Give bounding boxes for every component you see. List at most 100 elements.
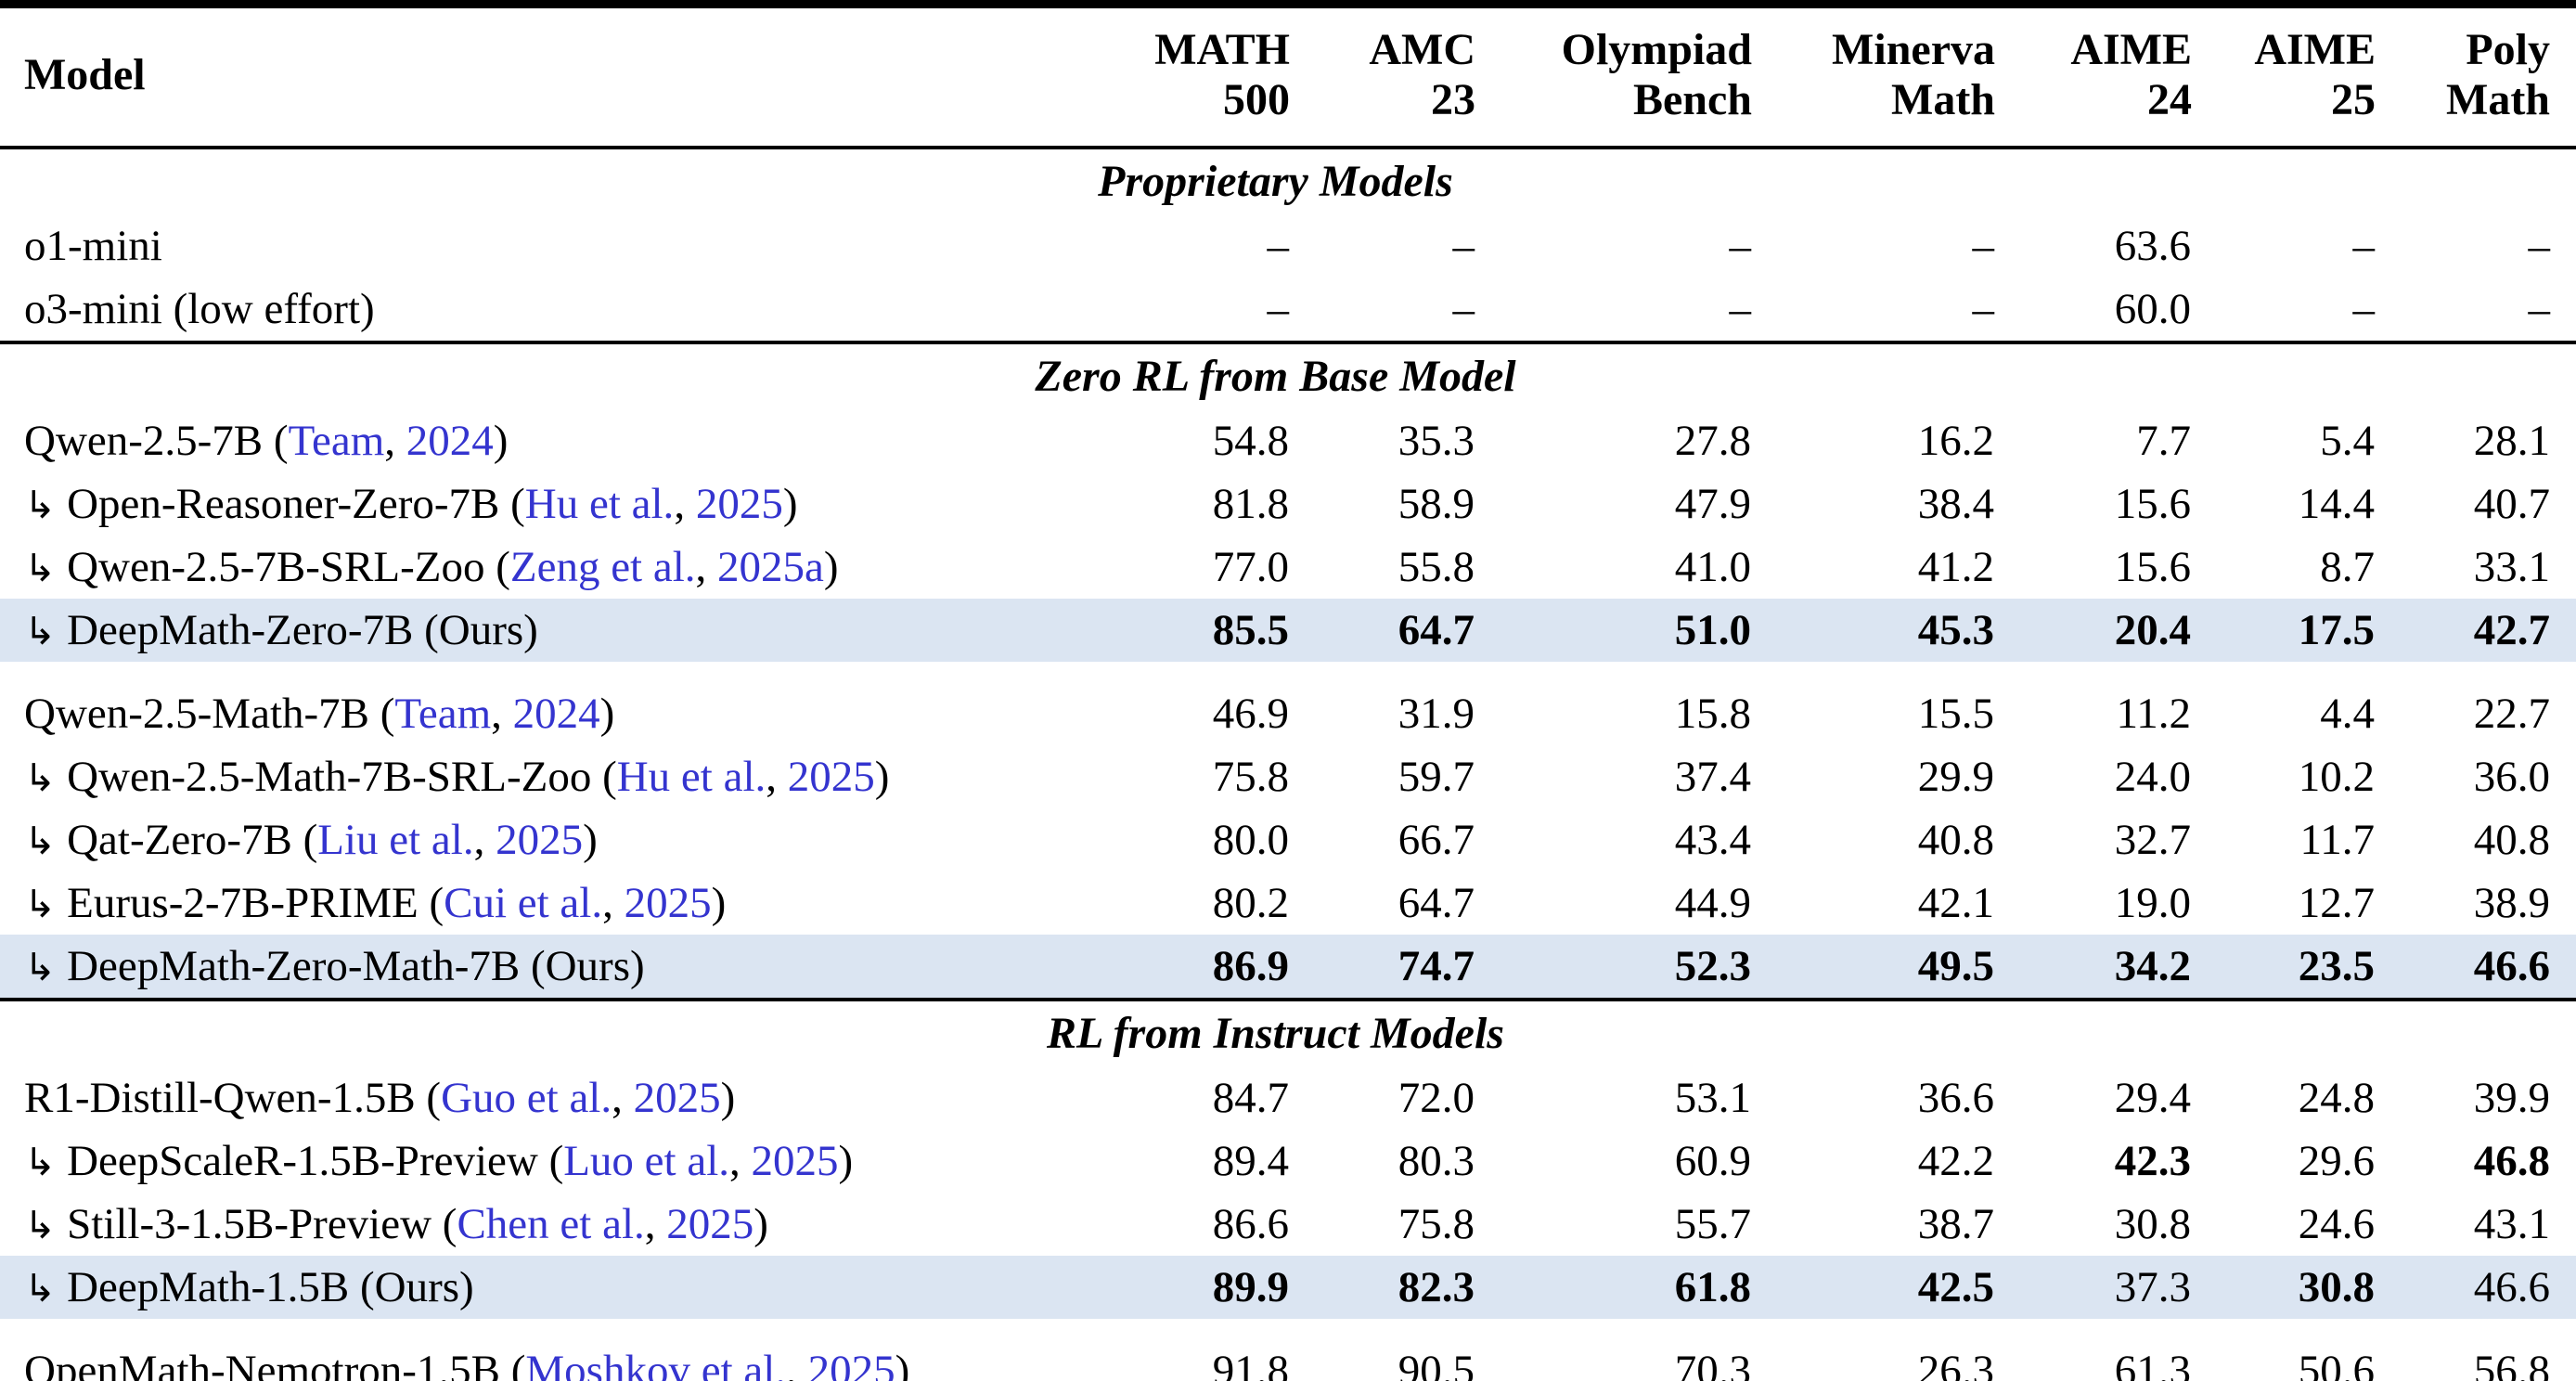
score-cell: 43.1 bbox=[2473, 1199, 2550, 1248]
model-name-cell: ↳ Qat-Zero-7B (Liu et al., 2025) bbox=[0, 808, 1076, 871]
citation-link[interactable]: Liu et al. bbox=[317, 815, 474, 864]
score-cell: – bbox=[1452, 221, 1475, 270]
score-cell: 11.7 bbox=[2299, 815, 2375, 864]
model-name-cell: ↳ DeepScaleR-1.5B-Preview (Luo et al., 2… bbox=[0, 1129, 1076, 1193]
score-cell: 52.3 bbox=[1475, 934, 1752, 1000]
model-name-cell: R1-Distill-Qwen-1.5B (Guo et al., 2025) bbox=[0, 1066, 1076, 1129]
model-name-text: , bbox=[644, 1199, 667, 1248]
citation-link[interactable]: 2024 bbox=[512, 689, 600, 738]
score-cell: 24.0 bbox=[2114, 752, 2191, 801]
score-cell: 42.5 bbox=[1752, 1255, 1995, 1319]
score-cell: 90.5 bbox=[1397, 1346, 1475, 1381]
score-cell: 17.5 bbox=[2192, 598, 2376, 662]
score-cell: 37.3 bbox=[1995, 1255, 2192, 1319]
table-body: Proprietary Models o1-mini – – – –63.6– – o3-mi… bbox=[0, 148, 2576, 1381]
score-cell: 15.6 bbox=[2114, 479, 2191, 528]
column-header-minerva-math: Minerva Math bbox=[1752, 4, 1995, 149]
citation-link[interactable]: Guo et al. bbox=[441, 1073, 612, 1122]
citation-link[interactable]: 2025 bbox=[787, 752, 875, 801]
table-row: ↳ Still-3-1.5B-Preview (Chen et al., 202… bbox=[0, 1193, 2576, 1256]
score-cell: 63.6 bbox=[2114, 221, 2191, 270]
model-name-cell: ↳ Qwen-2.5-Math-7B-SRL-Zoo (Hu et al., 2… bbox=[0, 745, 1076, 808]
model-name-cell: o3-mini (low effort) bbox=[0, 277, 1076, 342]
model-name-text: ) bbox=[493, 416, 509, 465]
model-name-cell: o1-mini bbox=[0, 214, 1076, 277]
score-cell: 64.7 bbox=[1290, 598, 1475, 662]
table-row: ↳ DeepScaleR-1.5B-Preview (Luo et al., 2… bbox=[0, 1129, 2576, 1193]
score-cell: 80.0 bbox=[1212, 815, 1289, 864]
table-row: Qwen-2.5-Math-7B (Team, 2024) 46.9 31.9 15.… bbox=[0, 682, 2576, 745]
model-name-text: DeepMath-1.5B (Ours) bbox=[67, 1262, 474, 1311]
score-cell: 32.7 bbox=[2114, 815, 2191, 864]
score-cell: – bbox=[2352, 221, 2376, 270]
score-cell: 11.2 bbox=[2116, 689, 2191, 738]
section-title-rl-from-instruct-models: RL from Instruct Models bbox=[0, 997, 2576, 1066]
citation-link[interactable]: Team bbox=[394, 689, 492, 738]
table-row: ↳ Open-Reasoner-Zero-7B (Hu et al., 2025… bbox=[0, 472, 2576, 536]
model-name-text: ) bbox=[720, 1073, 736, 1122]
score-cell: 46.8 bbox=[2473, 1136, 2550, 1185]
score-cell: 61.3 bbox=[2114, 1346, 2191, 1381]
score-cell: 20.4 bbox=[1995, 598, 2192, 662]
citation-link[interactable]: Moshkov et al. bbox=[525, 1346, 787, 1381]
citation-link[interactable]: Hu et al. bbox=[524, 479, 675, 528]
citation-link[interactable]: 2025 bbox=[633, 1073, 721, 1122]
score-cell: – bbox=[1729, 284, 1752, 333]
score-cell: 45.3 bbox=[1752, 598, 1995, 662]
citation-link[interactable]: 2025a bbox=[717, 542, 824, 591]
table-row: Qwen-2.5-7B (Team, 2024) 54.8 35.3 27.8 16.2… bbox=[0, 409, 2576, 472]
score-cell: 46.6 bbox=[2376, 1255, 2576, 1319]
score-cell: 22.7 bbox=[2473, 689, 2550, 738]
model-name-text: o3-mini (low effort) bbox=[24, 284, 375, 333]
score-cell: 80.2 bbox=[1212, 878, 1289, 927]
indent-arrow-icon: ↳ bbox=[24, 944, 57, 989]
citation-link[interactable]: Luo et al. bbox=[563, 1136, 730, 1185]
score-cell: 50.6 bbox=[2298, 1346, 2375, 1381]
citation-link[interactable]: 2025 bbox=[695, 479, 783, 528]
indent-arrow-icon: ↳ bbox=[24, 1139, 57, 1184]
score-cell: 42.3 bbox=[2114, 1136, 2191, 1185]
score-cell: 40.7 bbox=[2473, 479, 2550, 528]
table-row: o3-mini (low effort) – – – – 60.0 – – bbox=[0, 277, 2576, 342]
model-name-cell: Qwen-2.5-Math-7B (Team, 2024) bbox=[0, 682, 1076, 745]
score-cell: 41.2 bbox=[1917, 542, 1994, 591]
citation-link[interactable]: Chen et al. bbox=[457, 1199, 645, 1248]
score-cell: 60.0 bbox=[2114, 284, 2191, 333]
citation-link[interactable]: Team bbox=[288, 416, 385, 465]
citation-link[interactable]: Hu et al. bbox=[616, 752, 766, 801]
citation-link[interactable]: 2025 bbox=[666, 1199, 754, 1248]
model-name-text: ) bbox=[895, 1346, 910, 1381]
model-name-text: Eurus-2-7B-PRIME ( bbox=[67, 878, 444, 927]
score-cell: 5.4 bbox=[2320, 416, 2375, 465]
model-name-text: ) bbox=[599, 689, 615, 738]
model-name-text: ) bbox=[753, 1199, 768, 1248]
model-name-cell: Qwen-2.5-7B (Team, 2024) bbox=[0, 409, 1076, 472]
score-cell: – bbox=[1267, 284, 1290, 333]
citation-link[interactable]: 2025 bbox=[807, 1346, 895, 1381]
score-cell: 26.3 bbox=[1917, 1346, 1994, 1381]
score-cell: 24.6 bbox=[2298, 1199, 2375, 1248]
table-row: ↳ Qat-Zero-7B (Liu et al., 2025) 80.0 66.7… bbox=[0, 808, 2576, 871]
indent-arrow-icon: ↳ bbox=[24, 881, 57, 926]
model-name-text: , bbox=[384, 416, 406, 465]
score-cell: 46.9 bbox=[1212, 689, 1289, 738]
citation-link[interactable]: 2025 bbox=[496, 815, 584, 864]
score-cell: 89.9 bbox=[1076, 1255, 1290, 1319]
citation-link[interactable]: 2024 bbox=[406, 416, 494, 465]
model-name-text: , bbox=[786, 1346, 808, 1381]
citation-link[interactable]: Zeng et al. bbox=[509, 542, 696, 591]
score-cell: 10.2 bbox=[2298, 752, 2375, 801]
indent-arrow-icon: ↳ bbox=[24, 482, 57, 527]
model-name-text: , bbox=[473, 815, 496, 864]
model-name-text: , bbox=[766, 752, 788, 801]
score-cell: – bbox=[1452, 284, 1475, 333]
score-cell: 42.7 bbox=[2376, 598, 2576, 662]
citation-link[interactable]: 2025 bbox=[624, 878, 712, 927]
score-cell: 35.3 bbox=[1397, 416, 1475, 465]
score-cell: 29.6 bbox=[2298, 1136, 2375, 1185]
citation-link[interactable]: Cui et al. bbox=[444, 878, 603, 927]
score-cell: 49.5 bbox=[1752, 934, 1995, 1000]
score-cell: – bbox=[2528, 221, 2551, 270]
citation-link[interactable]: 2025 bbox=[751, 1136, 839, 1185]
